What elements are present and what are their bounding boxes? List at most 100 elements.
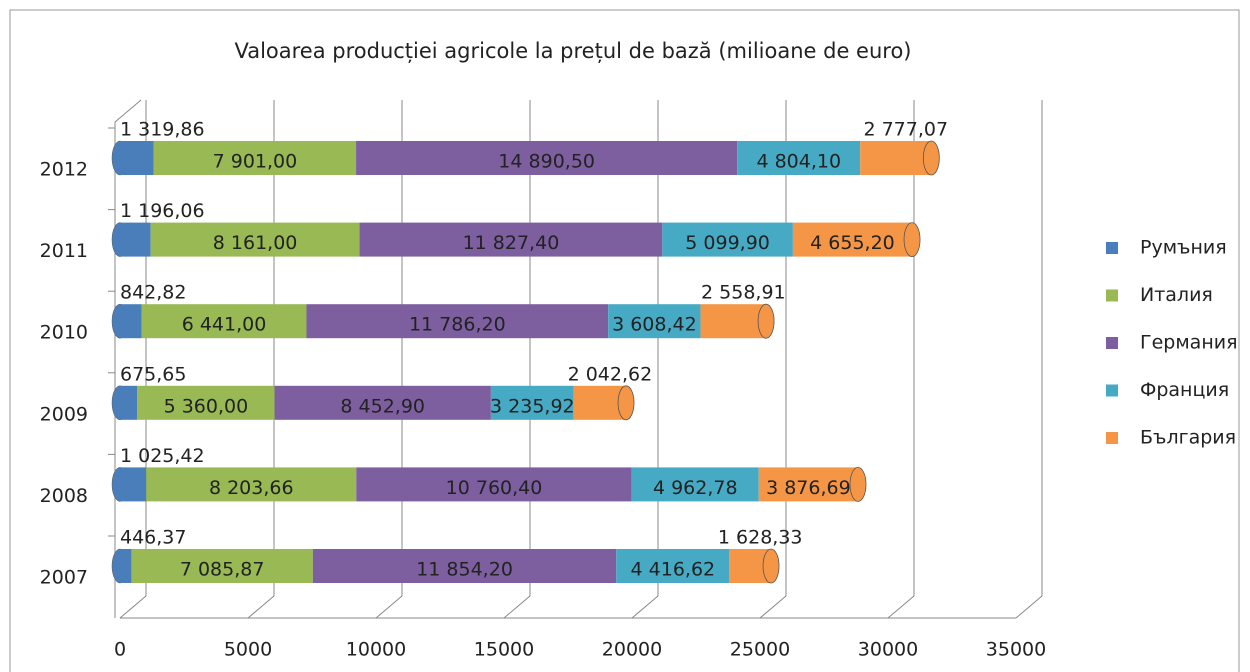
bar — [359, 222, 663, 257]
legend-label: Германия — [1140, 332, 1238, 354]
bar — [120, 467, 147, 502]
value-label: 8 452,90 — [340, 395, 425, 417]
value-label: 11 854,20 — [416, 559, 513, 581]
bar — [662, 222, 793, 257]
value-label: 3 608,42 — [612, 314, 697, 336]
bar — [608, 304, 701, 339]
bar-cap — [922, 140, 940, 176]
y-tick-label: 2010 — [40, 322, 88, 344]
grid-floor-line — [759, 595, 787, 619]
bar — [860, 141, 932, 175]
x-tick-label: 15000 — [474, 639, 534, 661]
value-label: 842,82 — [120, 282, 186, 304]
value-label: 446,37 — [120, 527, 186, 549]
bar — [146, 467, 357, 502]
legend-swatch — [1106, 337, 1118, 349]
value-label: 2 777,07 — [863, 119, 948, 141]
value-label: 5 099,90 — [685, 232, 770, 254]
x-tick-label: 5000 — [224, 639, 272, 661]
legend-label: Франция — [1140, 379, 1229, 401]
bar — [141, 304, 307, 339]
value-label: 10 760,40 — [446, 477, 543, 499]
bar — [356, 467, 632, 502]
x-tick-label: 0 — [114, 639, 126, 661]
legend-label: Румъния — [1140, 237, 1227, 259]
value-label: 14 890,50 — [498, 151, 595, 173]
y-tick-label: 2012 — [40, 159, 88, 181]
bar — [120, 549, 132, 583]
x-tick-label: 35000 — [986, 639, 1046, 661]
x-tick-label: 20000 — [602, 639, 662, 661]
value-label: 1 025,42 — [120, 445, 205, 467]
legend-swatch — [1106, 384, 1118, 397]
bar — [120, 304, 142, 339]
value-label: 11 786,20 — [409, 314, 506, 336]
value-label: 4 804,10 — [756, 151, 841, 173]
bar — [274, 385, 491, 420]
legend-swatch — [1106, 242, 1118, 254]
value-label: 4 655,20 — [810, 232, 895, 254]
bar-cap — [849, 466, 867, 502]
bar-cap — [757, 303, 775, 339]
x-tick-label: 25000 — [730, 639, 790, 661]
value-label: 1 319,86 — [120, 119, 205, 141]
bar — [120, 222, 151, 257]
chart-title: Valoarea producției agricole la prețul d… — [234, 39, 911, 63]
value-label: 7 085,87 — [180, 559, 265, 581]
bar-cap — [617, 385, 635, 421]
bar — [120, 385, 138, 420]
value-label: 2 558,91 — [701, 282, 786, 304]
x-tick-label: 10000 — [346, 639, 406, 661]
value-label: 1 196,06 — [120, 200, 205, 222]
bar — [616, 549, 730, 583]
value-label: 3 235,92 — [490, 395, 575, 417]
legend-swatch — [1106, 289, 1118, 302]
bar — [131, 549, 313, 583]
bar — [306, 304, 609, 339]
legend-label: България — [1140, 427, 1236, 449]
legend-swatch — [1106, 432, 1118, 444]
legend-label: Италия — [1140, 284, 1213, 306]
grid-floor-line — [247, 595, 275, 619]
y-tick-label: 2008 — [40, 485, 88, 507]
axis-line — [114, 99, 142, 123]
bar — [758, 467, 859, 502]
value-label: 11 827,40 — [463, 232, 560, 254]
value-label: 6 441,00 — [182, 314, 267, 336]
y-tick-label: 2007 — [40, 567, 88, 589]
bar — [356, 141, 738, 175]
value-label: 3 876,69 — [766, 477, 851, 499]
value-label: 5 360,00 — [164, 395, 249, 417]
value-label: 1 628,33 — [718, 527, 803, 549]
grid-floor-line — [119, 595, 147, 619]
value-label: 675,65 — [120, 363, 186, 385]
bar — [573, 385, 627, 420]
value-label: 4 962,78 — [653, 477, 738, 499]
grid-floor-line — [887, 595, 915, 619]
grid-floor-line — [631, 595, 659, 619]
bar — [120, 141, 154, 175]
bar — [153, 141, 357, 175]
y-tick-label: 2011 — [40, 240, 88, 262]
value-label: 2 042,62 — [568, 363, 653, 385]
x-tick-label: 30000 — [858, 639, 918, 661]
y-tick-label: 2009 — [40, 403, 88, 425]
grid-floor-line — [375, 595, 403, 619]
bar-cap — [903, 222, 921, 258]
bar — [700, 304, 767, 339]
bar — [490, 385, 574, 420]
value-label: 8 203,66 — [209, 477, 294, 499]
grid-floor-line — [503, 595, 531, 619]
value-label: 4 416,62 — [631, 559, 716, 581]
value-label: 7 901,00 — [213, 151, 298, 173]
bar — [792, 222, 913, 257]
bar — [631, 467, 759, 502]
bar — [312, 549, 617, 583]
bar — [737, 141, 861, 175]
bar — [150, 222, 360, 257]
bar — [137, 385, 275, 420]
value-label: 8 161,00 — [213, 232, 298, 254]
grid-floor-line — [1015, 595, 1043, 619]
bar-cap — [762, 548, 780, 584]
